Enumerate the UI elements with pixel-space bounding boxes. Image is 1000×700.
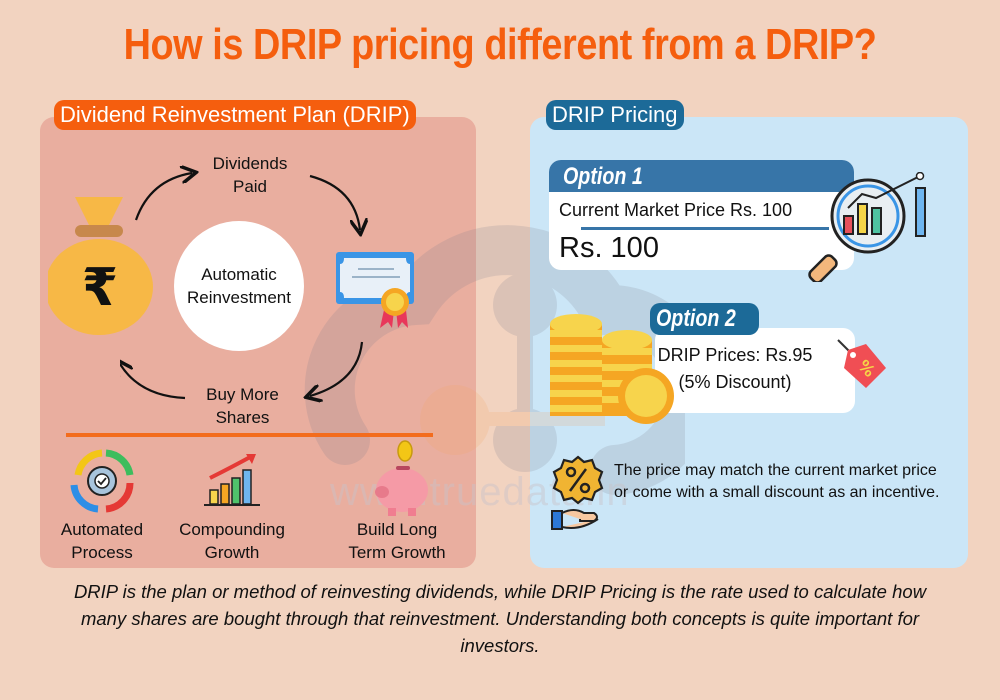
coin-stacks-icon <box>550 314 674 424</box>
summary-text: DRIP is the plan or method of reinvestin… <box>73 581 927 656</box>
option-1-description: Current Market Price Rs. 100 <box>559 200 793 220</box>
benefit-long-term-growth: Build Long Term Growth <box>348 520 446 562</box>
dividends-paid-label: Dividends Paid <box>212 154 288 196</box>
drip-pricing-heading: DRIP Pricing <box>546 100 684 130</box>
benefit-compounding-growth: Compounding Growth <box>179 520 285 562</box>
drip-heading: Dividend Reinvestment Plan (DRIP) <box>54 100 416 130</box>
cycle-arrows-icon <box>120 160 400 430</box>
option-1-price: Rs. 100 <box>559 232 659 264</box>
automatic-reinvestment-circle: Automatic Reinvestment <box>174 221 304 351</box>
option-2-price-text: DRIP Prices: Rs.95 (5% Discount) <box>657 345 813 392</box>
percent-hand-icon <box>551 455 604 530</box>
buy-more-shares-label: Buy More Shares <box>206 385 279 427</box>
page-title: How is DRIP pricing different from a DRI… <box>123 20 877 69</box>
option-1-card: Option 1 Current Market Price Rs. 100 Rs… <box>549 160 854 270</box>
money-bag-rupee-icon: ₹ <box>48 197 153 335</box>
option-2-tag: Option 2 <box>650 303 760 335</box>
magnifier-chart-icon <box>808 172 926 282</box>
pricing-note: The price may match the current market p… <box>614 462 940 501</box>
option-2-label: Option 2 <box>656 305 736 332</box>
svg-text:₹: ₹ <box>82 258 118 318</box>
discount-tag-icon: % <box>837 339 886 388</box>
automation-gear-icon <box>70 449 134 513</box>
option-2-card <box>655 328 855 413</box>
option-1-label: Option 1 <box>563 163 643 190</box>
certificate-icon <box>336 252 414 328</box>
section-divider <box>66 433 433 437</box>
piggy-bank-icon <box>375 440 428 516</box>
growth-chart-icon <box>204 454 260 506</box>
benefit-automated-process: Automated Process <box>60 520 144 562</box>
option-1-underline <box>581 227 829 230</box>
